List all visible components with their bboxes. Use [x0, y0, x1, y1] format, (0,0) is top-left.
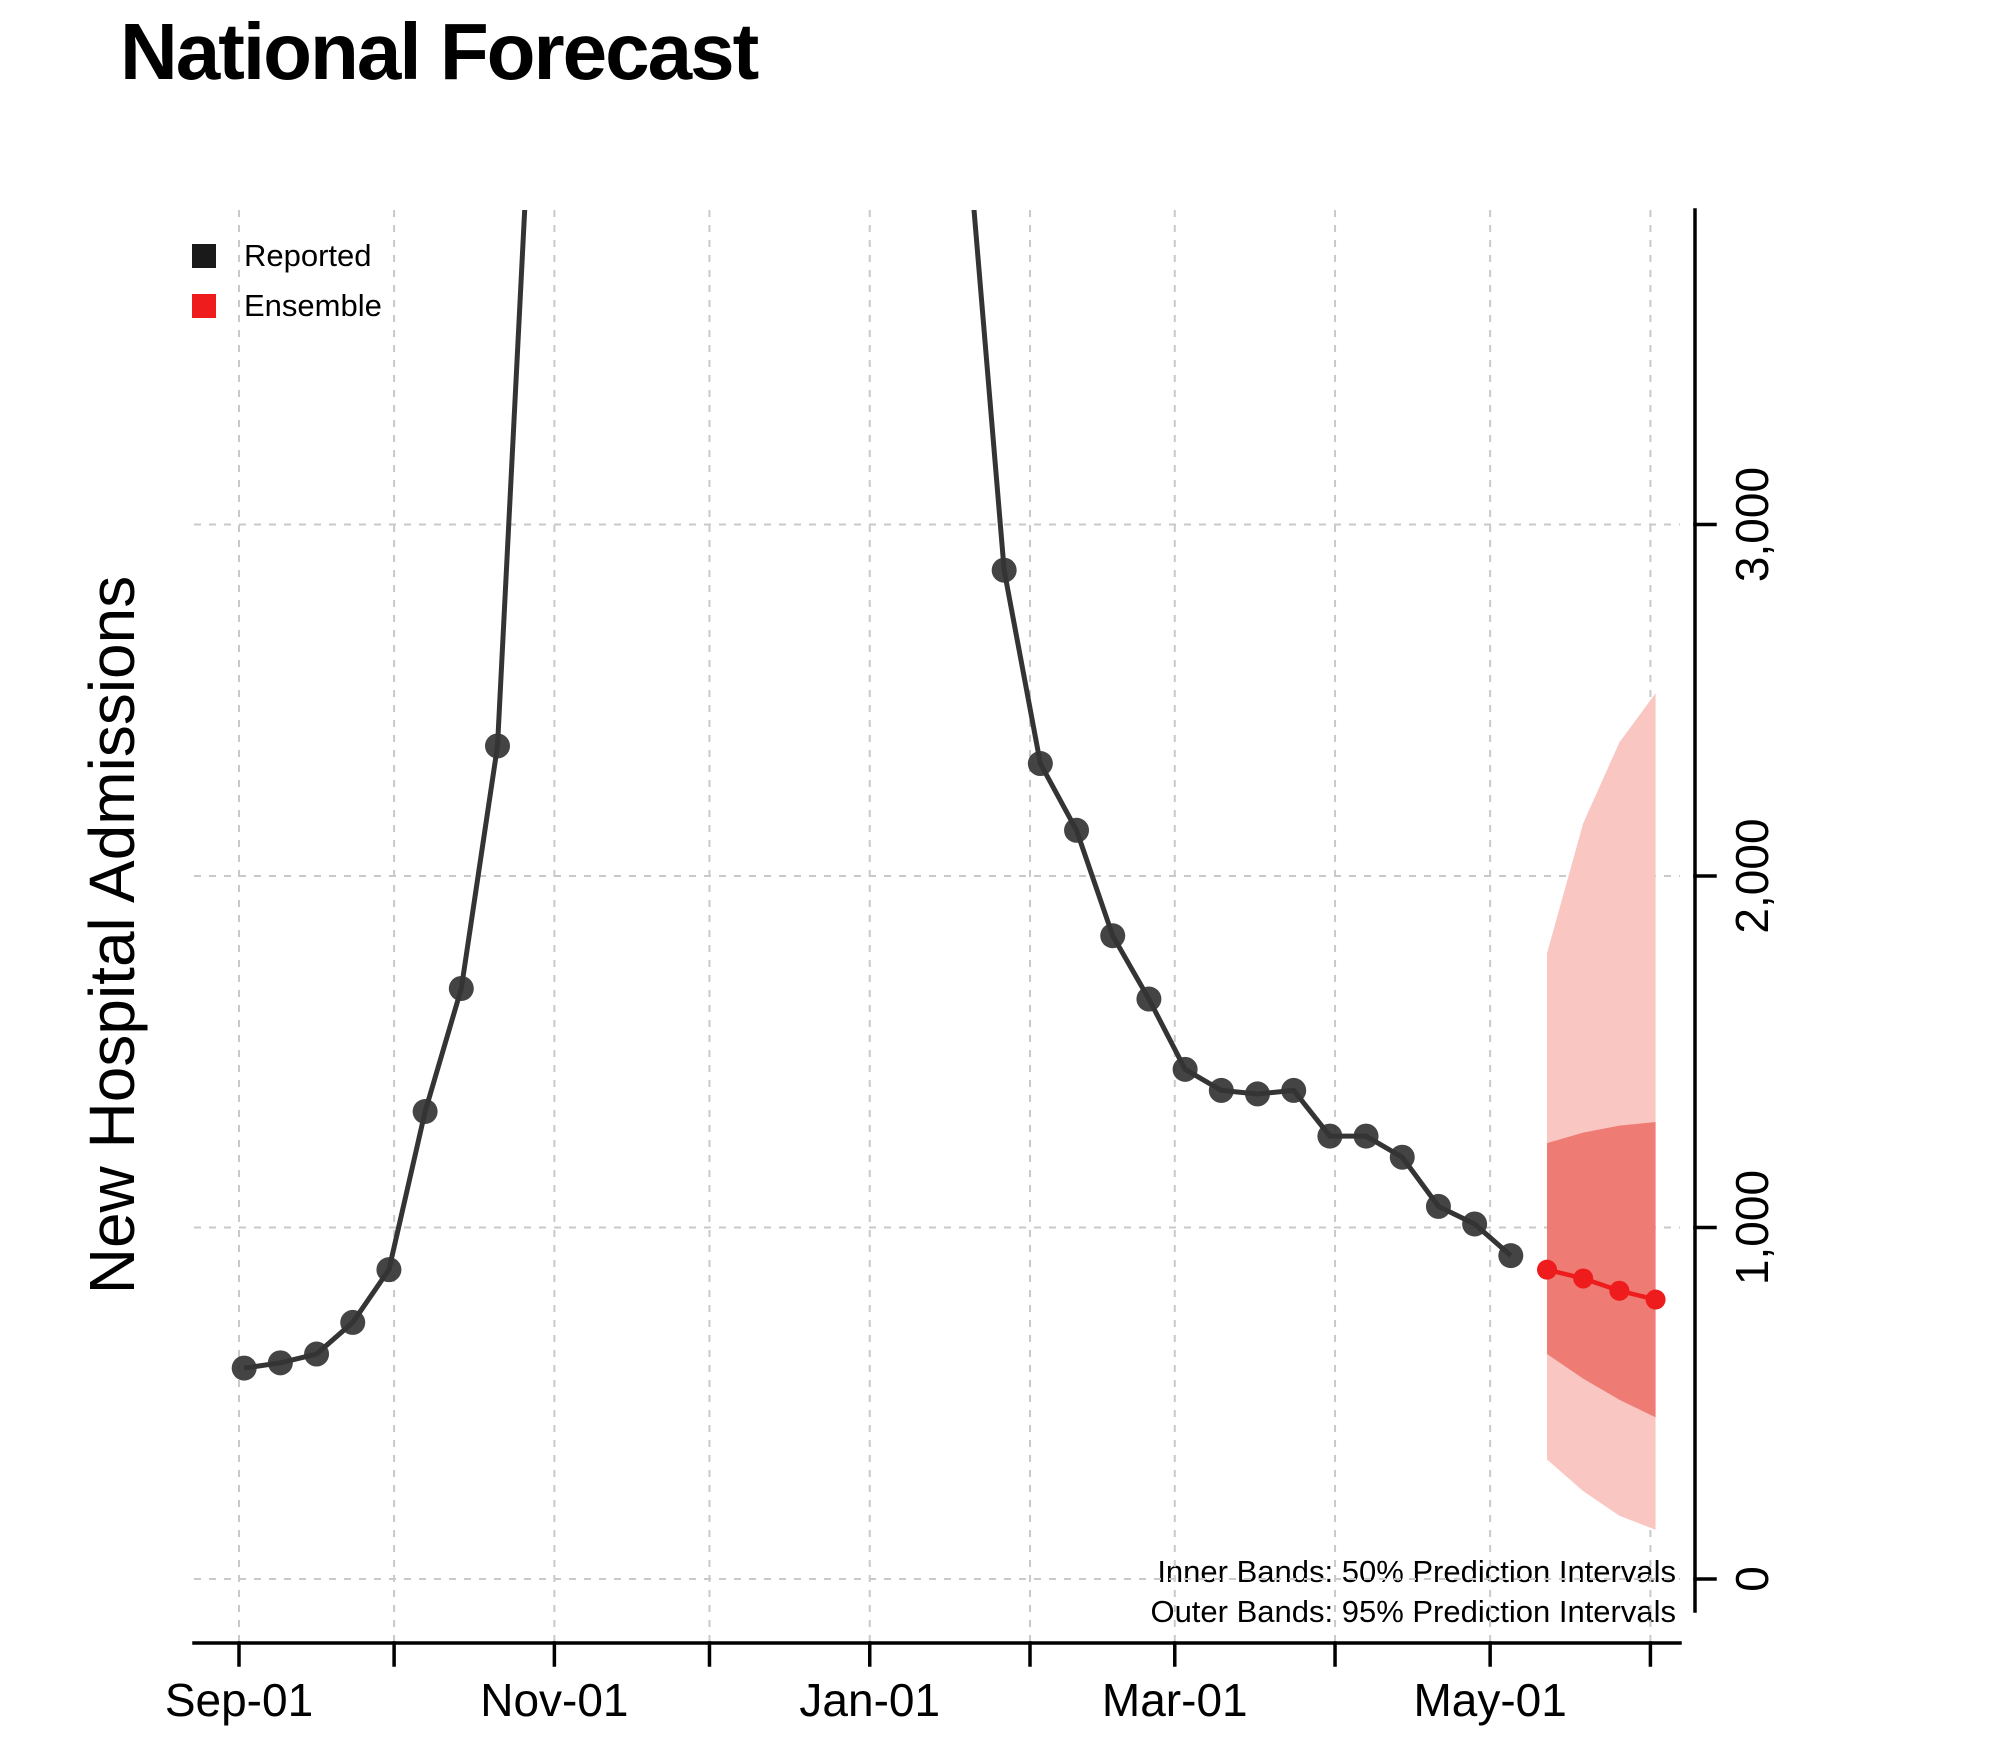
- reported-point: [1208, 1077, 1234, 1103]
- reported-point: [1244, 1081, 1270, 1107]
- reported-point: [1172, 1056, 1198, 1082]
- ensemble-point: [1645, 1289, 1666, 1310]
- y-tick-label: 3,000: [1726, 467, 1778, 582]
- reported-point: [1027, 751, 1053, 777]
- y-tick-label: 0: [1726, 1566, 1778, 1592]
- reported-point: [267, 1350, 293, 1376]
- legend-item-reported: Reported: [192, 238, 382, 274]
- reported-point: [304, 1341, 330, 1367]
- ensemble-point: [1537, 1259, 1558, 1280]
- x-tick-label: Sep-01: [165, 1674, 313, 1726]
- reported-point: [1317, 1123, 1343, 1149]
- prediction-interval-notes: Inner Bands: 50% Prediction Intervals Ou…: [1150, 1552, 1676, 1632]
- prediction-band-50: [1547, 1122, 1656, 1418]
- reported-point: [412, 1099, 438, 1125]
- reported-point: [1281, 1077, 1307, 1103]
- reported-point: [1353, 1123, 1379, 1149]
- reported-line: [243, 210, 528, 1371]
- ensemble-swatch: [192, 294, 216, 318]
- legend-label-ensemble: Ensemble: [244, 288, 382, 323]
- legend-item-ensemble: Ensemble: [192, 288, 382, 324]
- note-inner-bands: Inner Bands: 50% Prediction Intervals: [1157, 1554, 1676, 1589]
- legend-label-reported: Reported: [244, 238, 372, 273]
- reported-point: [1136, 986, 1162, 1012]
- reported-point: [376, 1257, 402, 1283]
- chart-title: National Forecast: [120, 7, 759, 96]
- note-outer-bands: Outer Bands: 95% Prediction Intervals: [1150, 1594, 1676, 1629]
- reported-point: [448, 975, 474, 1001]
- reported-point: [521, 20, 546, 45]
- reported-point: [485, 733, 510, 759]
- x-tick-label: Mar-01: [1102, 1674, 1248, 1726]
- reported-point: [231, 1355, 257, 1381]
- y-tick-label: 1,000: [1726, 1170, 1778, 1285]
- reported-point: [340, 1309, 366, 1335]
- reported-swatch: [192, 244, 216, 268]
- ensemble-point: [1573, 1268, 1594, 1289]
- ensemble-point: [1609, 1280, 1630, 1301]
- reported-point: [1498, 1243, 1524, 1269]
- reported-point: [1462, 1211, 1488, 1237]
- reported-point: [1425, 1193, 1451, 1219]
- ensemble-line: [1546, 1267, 1657, 1302]
- x-tick-label: May-01: [1413, 1674, 1566, 1726]
- reported-point: [991, 557, 1017, 583]
- reported-point: [1100, 923, 1126, 949]
- x-tick-label: Jan-01: [799, 1674, 940, 1726]
- x-tick-label: Nov-01: [480, 1674, 628, 1726]
- reported-point: [1064, 817, 1090, 843]
- reported-line: [971, 210, 1513, 1258]
- reported-point: [955, 125, 980, 150]
- reported-point: [1389, 1144, 1415, 1170]
- y-tick-label: 2,000: [1726, 818, 1778, 933]
- legend: Reported Ensemble: [192, 238, 382, 324]
